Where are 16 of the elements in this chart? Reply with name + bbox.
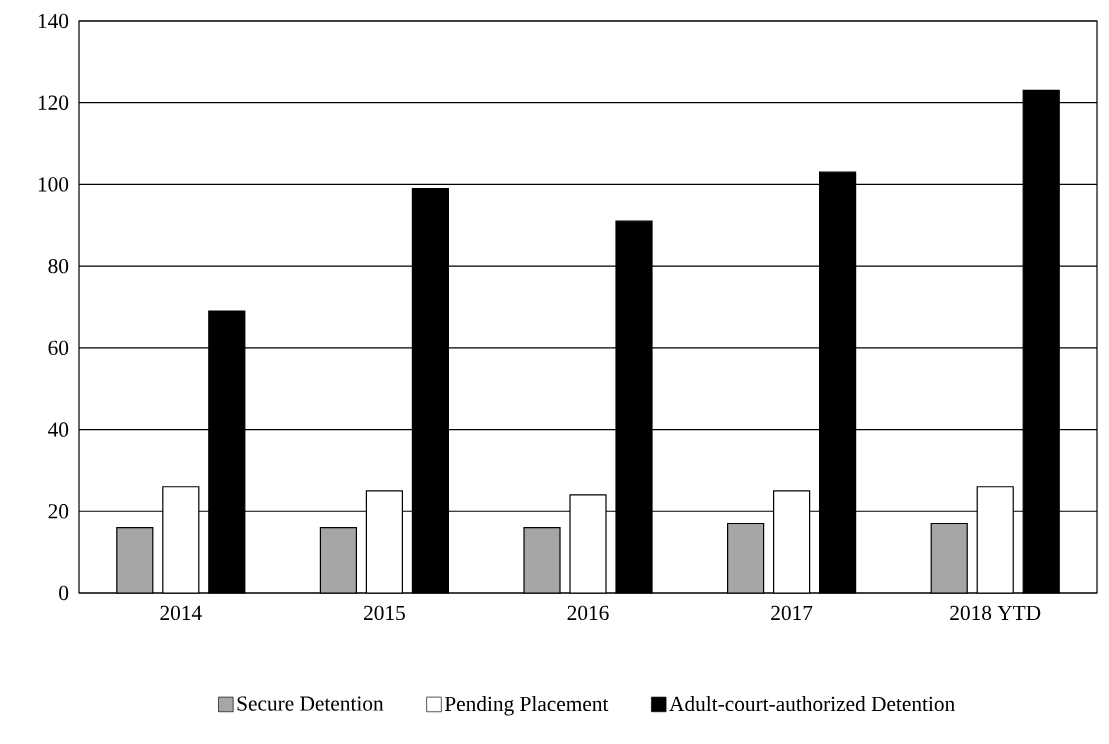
legend-label: Adult-court-authorized Detention	[669, 696, 955, 712]
x-tick-label: 2014	[160, 605, 202, 621]
y-tick-label: 140	[38, 13, 69, 29]
x-tick-label: 2018 YTD	[950, 605, 1041, 621]
y-tick-label: 120	[38, 95, 69, 110]
x-tick-label: 2015	[364, 605, 405, 621]
y-tick-label: 100	[38, 177, 69, 192]
y-tick-label: 0	[59, 585, 69, 601]
legend-label: Secure Detention	[237, 696, 384, 711]
y-tick-label: 60	[48, 340, 69, 356]
x-tick-label: 2017	[771, 605, 813, 621]
x-tick-label: 2016	[567, 605, 609, 621]
legend-label: Pending Placement	[444, 696, 609, 716]
y-tick-label: 40	[48, 422, 69, 437]
y-tick-label: 80	[48, 258, 69, 274]
y-tick-label: 20	[48, 504, 69, 519]
